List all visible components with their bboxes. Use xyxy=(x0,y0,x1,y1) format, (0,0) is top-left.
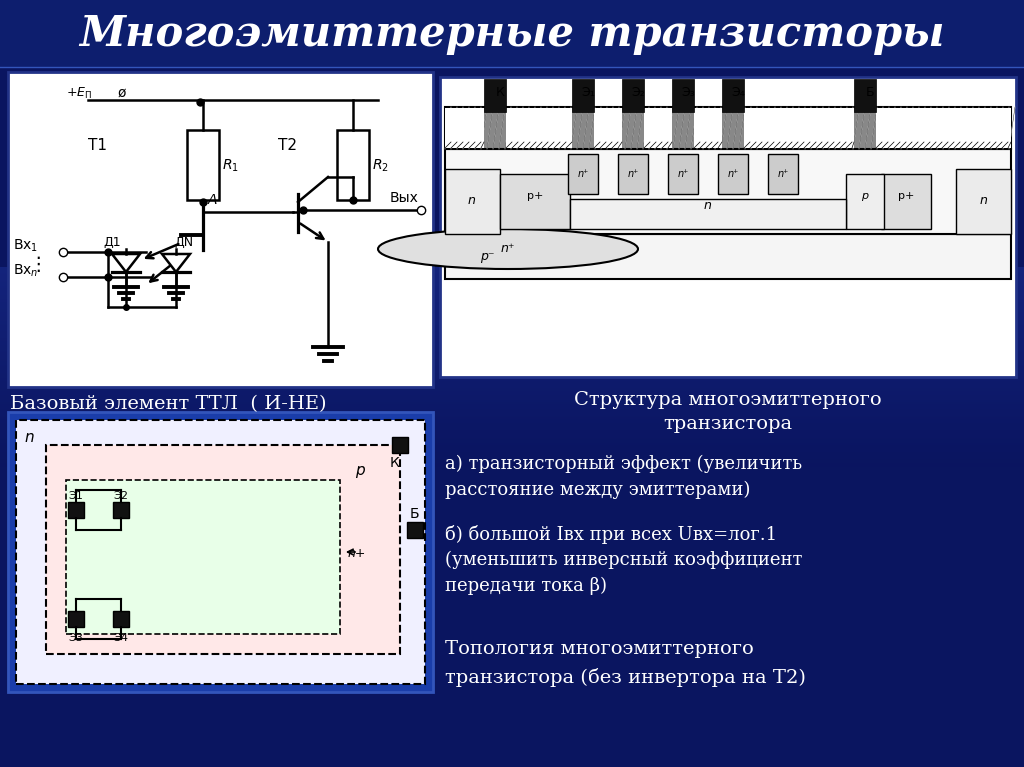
Text: а) транзисторный эффект (увеличить
расстояние между эмиттерами): а) транзисторный эффект (увеличить расст… xyxy=(445,455,802,499)
Bar xyxy=(8,412,433,692)
Bar xyxy=(722,79,744,112)
Bar xyxy=(718,154,748,194)
Bar xyxy=(694,108,722,148)
Text: ø: ø xyxy=(118,86,127,100)
Bar xyxy=(16,420,425,684)
Bar xyxy=(113,611,129,627)
Bar xyxy=(440,77,1016,377)
Text: T2: T2 xyxy=(278,138,297,153)
Bar xyxy=(8,72,433,387)
Bar xyxy=(668,154,698,194)
Bar xyxy=(570,199,846,229)
Bar xyxy=(500,174,570,229)
Bar xyxy=(876,108,1011,148)
Text: Многоэмиттерные транзисторы: Многоэмиттерные транзисторы xyxy=(79,13,945,55)
Text: n+: n+ xyxy=(348,547,367,560)
Text: n⁺: n⁺ xyxy=(777,169,788,179)
Text: Э₃: Э₃ xyxy=(681,85,695,98)
Text: n⁺: n⁺ xyxy=(578,169,589,179)
Bar xyxy=(568,154,598,194)
Bar xyxy=(66,480,340,634)
Text: Э4: Э4 xyxy=(113,633,128,643)
Text: Э3: Э3 xyxy=(68,633,83,643)
Text: A: A xyxy=(208,193,217,207)
Bar xyxy=(672,79,694,112)
Text: Вх$_n$: Вх$_n$ xyxy=(13,263,38,279)
Bar xyxy=(484,79,506,112)
Polygon shape xyxy=(162,254,190,272)
Text: $R_1$: $R_1$ xyxy=(222,158,239,174)
Text: К: К xyxy=(390,456,399,470)
Text: ДN: ДN xyxy=(174,236,194,249)
Text: Вых: Вых xyxy=(390,191,419,205)
Text: Э₄: Э₄ xyxy=(731,85,744,98)
Text: Э1: Э1 xyxy=(68,491,83,501)
Text: n: n xyxy=(980,194,988,207)
Bar xyxy=(622,79,644,112)
Text: Топология многоэмиттерного: Топология многоэмиттерного xyxy=(445,640,754,658)
Bar xyxy=(618,154,648,194)
Bar xyxy=(846,174,884,229)
Text: Б: Б xyxy=(410,507,420,521)
Text: T1: T1 xyxy=(88,138,106,153)
Text: транзистора (без инвертора на Т2): транзистора (без инвертора на Т2) xyxy=(445,668,806,687)
Bar xyxy=(744,108,854,148)
Polygon shape xyxy=(112,254,140,272)
Text: p+: p+ xyxy=(898,191,914,201)
Bar xyxy=(445,108,484,148)
Bar xyxy=(572,79,594,112)
Text: б) большой Iвх при всех Uвх=лог.1
(уменьшить инверсный коэффициент
передачи тока: б) большой Iвх при всех Uвх=лог.1 (умень… xyxy=(445,525,803,594)
Bar xyxy=(187,130,219,200)
Bar xyxy=(956,169,1011,234)
Text: p+: p+ xyxy=(526,191,543,201)
Text: p: p xyxy=(355,463,365,478)
Bar xyxy=(854,79,876,112)
Bar xyxy=(68,611,84,627)
Text: n⁺: n⁺ xyxy=(628,169,639,179)
Text: n⁺: n⁺ xyxy=(501,242,515,255)
Bar xyxy=(46,445,400,654)
Bar xyxy=(445,149,1011,234)
Text: Б: Б xyxy=(865,85,874,98)
Bar xyxy=(337,130,369,200)
Text: ⋮: ⋮ xyxy=(28,255,47,274)
Text: n⁺: n⁺ xyxy=(727,169,738,179)
Text: Структура многоэмиттерного: Структура многоэмиттерного xyxy=(574,391,882,409)
Bar xyxy=(506,108,572,148)
Bar xyxy=(881,174,931,229)
Text: К: К xyxy=(496,85,505,98)
Bar xyxy=(113,502,129,518)
Text: p⁻: p⁻ xyxy=(480,250,495,263)
Text: транзистора: транзистора xyxy=(664,415,793,433)
Text: $R_2$: $R_2$ xyxy=(372,158,389,174)
Text: Базовый элемент ТТЛ  ( И-НЕ): Базовый элемент ТТЛ ( И-НЕ) xyxy=(10,395,327,413)
Bar xyxy=(445,169,500,234)
Text: n: n xyxy=(24,430,34,445)
Bar xyxy=(445,107,1011,149)
Text: p: p xyxy=(861,191,868,201)
Text: n: n xyxy=(705,199,712,212)
Bar xyxy=(594,108,622,148)
Bar xyxy=(68,502,84,518)
Text: Э₁: Э₁ xyxy=(582,85,595,98)
Text: Э₂: Э₂ xyxy=(631,85,645,98)
Text: Э2: Э2 xyxy=(113,491,128,501)
Text: n⁺: n⁺ xyxy=(677,169,688,179)
Text: Д1: Д1 xyxy=(103,236,121,249)
Text: n: n xyxy=(468,194,476,207)
Bar xyxy=(445,234,1011,279)
Text: $+E_\Pi$: $+E_\Pi$ xyxy=(66,86,92,101)
Bar xyxy=(768,154,798,194)
Ellipse shape xyxy=(378,229,638,269)
Bar xyxy=(392,437,408,453)
Text: Вх$_1$: Вх$_1$ xyxy=(13,238,38,255)
Bar xyxy=(644,108,672,148)
Bar xyxy=(0,0,1024,67)
Bar xyxy=(407,522,423,538)
